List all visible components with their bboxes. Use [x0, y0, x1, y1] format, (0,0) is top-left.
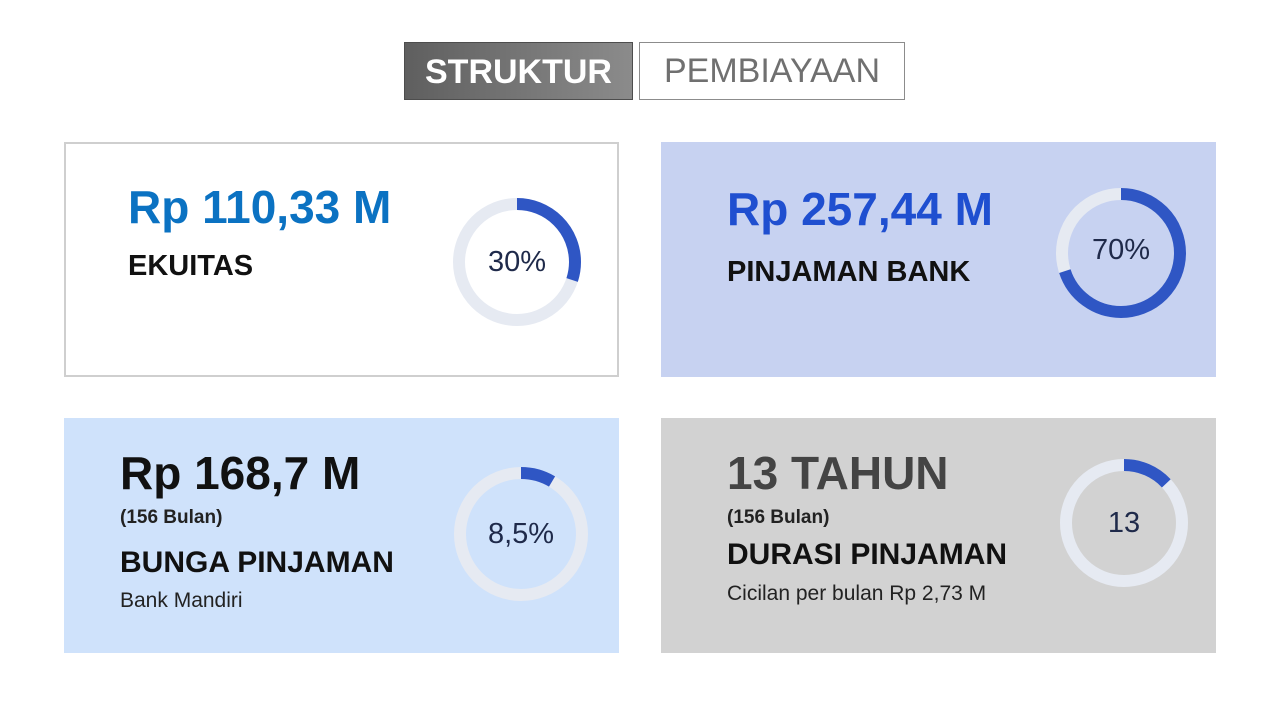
sub-bunga-pinjaman: (156 Bulan): [120, 507, 223, 528]
title-pembiayaan: PEMBIAYAAN: [639, 42, 905, 100]
amount-bunga-pinjaman: Rp 168,7 M: [120, 447, 361, 499]
card-ekuitas: Rp 110,33 M EKUITAS 30%: [64, 142, 619, 377]
sub-durasi-pinjaman: (156 Bulan): [727, 507, 830, 528]
ring-label-pinjaman-bank: 70%: [1091, 233, 1151, 266]
amount-pinjaman-bank: Rp 257,44 M: [727, 183, 993, 235]
label-bunga-pinjaman: BUNGA PINJAMAN: [120, 546, 394, 579]
progress-ring-pinjaman-bank: 70%: [1053, 187, 1189, 319]
progress-ring-ekuitas: 30%: [447, 197, 587, 327]
card-durasi-pinjaman: 13 TAHUN (156 Bulan) DURASI PINJAMAN Cic…: [661, 418, 1216, 653]
ring-progress-arc: [454, 467, 588, 601]
note-bunga-pinjaman: Bank Mandiri: [120, 589, 243, 612]
ring-label-bunga-pinjaman: 8,5%: [487, 517, 555, 550]
ring-svg: [453, 198, 581, 326]
ring-label-durasi-pinjaman: 13: [1107, 506, 1141, 539]
card-bunga-pinjaman: Rp 168,7 M (156 Bulan) BUNGA PINJAMAN Ba…: [64, 418, 619, 653]
ring-progress-arc: [453, 198, 581, 326]
card-pinjaman-bank: Rp 257,44 M PINJAMAN BANK 70%: [661, 142, 1216, 377]
progress-ring-durasi-pinjaman: 13: [1054, 458, 1194, 588]
ring-svg: [1056, 188, 1186, 318]
progress-ring-bunga-pinjaman: 8,5%: [450, 466, 592, 602]
ring-svg: [454, 467, 588, 601]
ring-progress-arc: [1060, 459, 1188, 587]
slide-title: STRUKTUR PEMBIAYAAN: [404, 42, 905, 100]
label-durasi-pinjaman: DURASI PINJAMAN: [727, 538, 1008, 571]
amount-durasi-pinjaman: 13 TAHUN: [727, 447, 949, 499]
ring-svg: [1060, 459, 1188, 587]
note-durasi-pinjaman: Cicilan per bulan Rp 2,73 M: [727, 582, 987, 605]
label-ekuitas: EKUITAS: [128, 250, 254, 282]
label-pinjaman-bank: PINJAMAN BANK: [727, 256, 971, 288]
amount-ekuitas: Rp 110,33 M: [128, 181, 392, 233]
ring-label-ekuitas: 30%: [487, 245, 547, 278]
ring-progress-arc: [1056, 188, 1186, 318]
title-struktur: STRUKTUR: [404, 42, 633, 100]
